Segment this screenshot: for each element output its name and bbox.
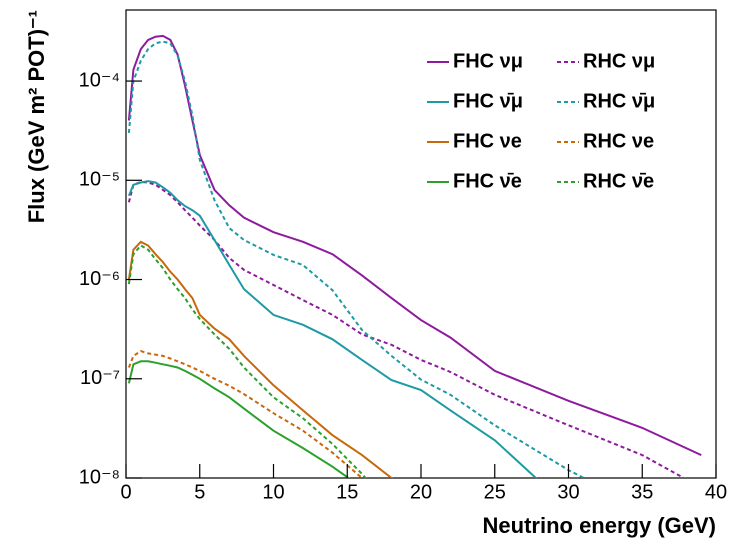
- series-line: [127, 350, 364, 478]
- x-tick-label: 20: [410, 481, 432, 503]
- x-tick-label: 0: [120, 481, 131, 503]
- x-axis-title: Neutrino energy (GeV): [483, 513, 716, 538]
- series-line: [127, 240, 393, 478]
- legend-label: RHC ν̄e: [583, 170, 654, 192]
- x-tick-label: 15: [336, 481, 358, 503]
- series-line: [127, 34, 702, 457]
- x-tick-label: 40: [705, 481, 727, 503]
- legend-label: FHC ν̄μ: [453, 90, 523, 112]
- legend-label: RHC ν̄μ: [583, 90, 655, 112]
- series-line: [127, 244, 367, 478]
- x-tick-label: 30: [557, 481, 579, 503]
- series-line: [127, 360, 351, 478]
- x-tick-label: 35: [631, 481, 653, 503]
- y-tick-label: 10⁻⁸: [79, 466, 120, 488]
- legend-label: RHC νe: [583, 130, 654, 152]
- x-tick-label: 10: [262, 481, 284, 503]
- x-tick-label: 25: [484, 481, 506, 503]
- series-line: [127, 180, 538, 478]
- y-tick-label: 10⁻⁶: [79, 268, 120, 290]
- series-line: [127, 180, 686, 478]
- y-axis-title: Flux (GeV m² POT)⁻¹: [24, 10, 49, 223]
- plot-frame: [125, 9, 717, 479]
- y-tick-label: 10⁻⁴: [79, 69, 120, 91]
- y-tick-label: 10⁻⁵: [79, 169, 120, 191]
- legend-label: FHC νμ: [453, 50, 523, 72]
- plot-lines: [127, 34, 702, 478]
- x-tick-label: 5: [194, 481, 205, 503]
- legend-label: FHC νe: [453, 130, 522, 152]
- legend-label: RHC νμ: [583, 50, 655, 72]
- legend-label: FHC ν̄e: [453, 170, 522, 192]
- series-line: [127, 40, 587, 478]
- y-tick-label: 10⁻⁷: [80, 367, 120, 389]
